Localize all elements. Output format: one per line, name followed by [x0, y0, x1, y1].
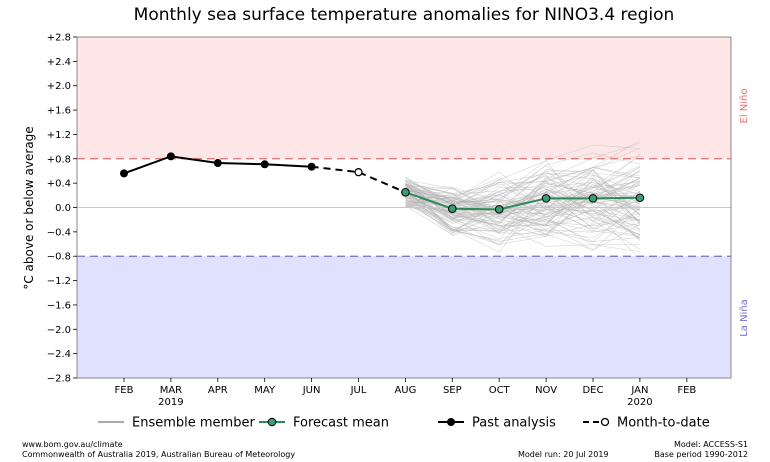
legend-mtd-marker [600, 417, 610, 427]
footer-url: www.bom.gov.au/climate [22, 440, 123, 449]
x-tick-label: JUN [302, 385, 321, 396]
ensemble-member-line [405, 152, 640, 208]
past-analysis-point [260, 160, 269, 169]
x-tick-label: MAR [160, 385, 182, 396]
footer-model-run: Model run: 20 Jul 2019 [518, 450, 609, 459]
legend-label: Past analysis [472, 416, 556, 431]
x-tick-label: NOV [535, 385, 557, 396]
ensemble-member-line [405, 180, 640, 223]
y-tick-label: +2.0 [47, 81, 71, 92]
x-tick-label: DEC [582, 385, 603, 396]
ensemble-member-line [405, 192, 641, 240]
chart-title: Monthly sea surface temperature anomalie… [134, 5, 675, 25]
ensemble-member-line [405, 204, 640, 239]
ensemble-member-line [405, 190, 640, 253]
y-tick-label: −1.6 [47, 300, 71, 311]
x-tick-label: FEB [115, 385, 134, 396]
forecast-mean-point [541, 194, 551, 203]
forecast-mean-point [494, 205, 504, 214]
x-tick-label: JUL [350, 385, 367, 396]
past-analysis-point [307, 162, 316, 171]
ensemble-member-line [405, 190, 641, 243]
x-tick-label: OCT [489, 385, 511, 396]
x-tick-label: AUG [394, 385, 416, 396]
y-tick-label: +2.4 [47, 57, 71, 68]
ensemble-member-line [405, 140, 641, 207]
plot-background [77, 37, 731, 378]
ensemble-member-line [405, 142, 640, 241]
past-analysis-point [120, 169, 128, 178]
y-tick-label: +1.6 [47, 106, 71, 117]
y-tick-label: −0.4 [47, 227, 71, 238]
footer-copyright: Commonwealth of Australia 2019, Australi… [22, 450, 296, 459]
ensemble-member-line [405, 177, 640, 236]
forecast-mean-point [588, 194, 598, 203]
footer-right: Model: ACCESS-S1 Base period 1990-2012 [654, 440, 748, 460]
forecast-mean-line [405, 191, 640, 211]
footer-base-period: Base period 1990-2012 [654, 450, 748, 459]
x-year-label: 2020 [627, 397, 652, 408]
x-tick-label: JAN [630, 385, 648, 396]
el-nino-region [77, 37, 731, 159]
y-tick-label: −0.8 [47, 252, 71, 263]
y-tick-label: −2.8 [47, 374, 71, 385]
forecast-mean-point [401, 187, 410, 197]
ensemble-member-line [405, 184, 640, 216]
la-nina-region [77, 256, 731, 378]
series-layer [120, 152, 645, 214]
ensemble-member-line [405, 182, 641, 251]
forecast-mean-point [635, 193, 645, 203]
legend-forecast-marker [267, 417, 277, 427]
forecast-mean-point [448, 204, 457, 214]
ensemble-member-line [405, 198, 641, 235]
x-tick-label: FEB [677, 385, 696, 396]
legend-label: Forecast mean [293, 416, 389, 431]
ensemble-member-line [405, 174, 641, 214]
ensemble-member-line [405, 176, 641, 225]
ensemble-member-line [405, 155, 641, 206]
el-nino-label: El Niño [739, 89, 750, 124]
y-tick-label: −1.2 [47, 276, 71, 287]
axes: −2.8 −2.4 −2.0 −1.6 −1.2 −0.8 −0.4 0.0 +0.4 +0.8 +… [47, 33, 732, 408]
ensemble-member-line [405, 180, 640, 213]
ensemble-member-line [405, 173, 641, 220]
ensemble-member-line [405, 183, 640, 220]
month-to-date-point [354, 168, 363, 177]
y-tick-label: 0.0 [55, 203, 71, 214]
month-to-date-line [311, 165, 406, 194]
la-nina-label: La Niña [739, 299, 750, 337]
legend-label: Ensemble member [132, 416, 255, 431]
ensemble-member-line [405, 170, 641, 224]
y-tick-label: +0.4 [47, 179, 71, 190]
y-tick-label: +0.8 [47, 154, 71, 165]
x-tick-label: APR [208, 385, 228, 396]
ensemble-member-line [405, 184, 641, 231]
footer-left: www.bom.gov.au/climate Commonwealth of A… [22, 440, 295, 460]
ensemble-member-line [405, 177, 640, 204]
legend-label: Month-to-date [617, 416, 710, 431]
y-tick-label: +1.2 [47, 130, 71, 141]
y-tick-label: −2.0 [47, 325, 71, 336]
ensemble-member-line [405, 169, 640, 214]
legend: Ensemble member Forecast mean Past analysi… [98, 416, 710, 431]
ensemble-member-line [405, 185, 641, 225]
ensemble-member-line [405, 169, 641, 233]
ensemble-member-line [405, 184, 641, 231]
y-tick-label: +2.8 [47, 33, 71, 44]
x-tick-label: SEP [443, 385, 462, 396]
y-axis-label: °C above or below average [22, 126, 36, 289]
ensemble-member-line [405, 171, 640, 215]
plot-lines [77, 158, 731, 257]
ensemble-member-line [405, 181, 640, 205]
past-analysis-point [213, 159, 222, 168]
past-analysis-point [166, 152, 175, 161]
y-tick-label: −2.4 [47, 349, 71, 360]
x-tick-label: MAY [254, 385, 276, 396]
x-year-label: 2019 [158, 397, 183, 408]
legend-past-marker [447, 418, 455, 426]
footer-model: Model: ACCESS-S1 [673, 440, 748, 449]
